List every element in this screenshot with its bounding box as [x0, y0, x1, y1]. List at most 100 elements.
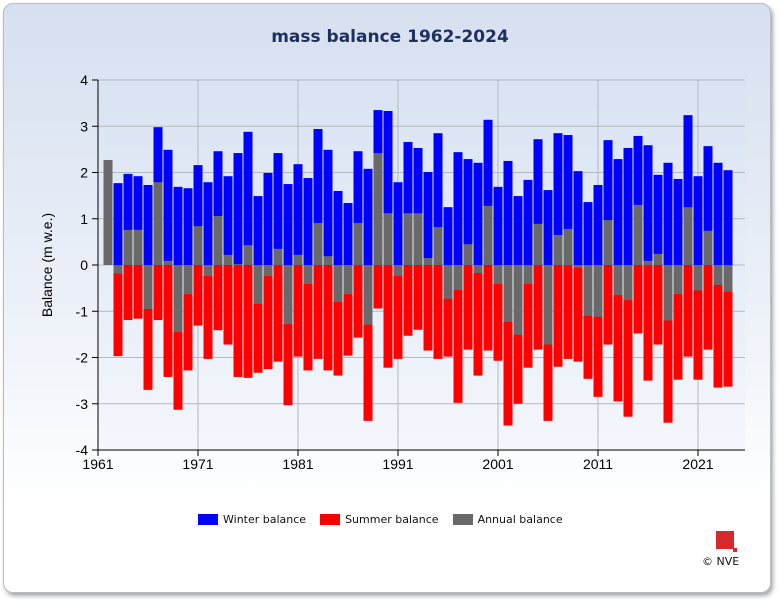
summer-bar	[263, 265, 273, 370]
summer-bar	[493, 265, 503, 361]
summer-bar	[323, 265, 333, 371]
summer-bar	[713, 265, 723, 388]
annual-bar	[263, 265, 273, 277]
winter-bar	[443, 207, 453, 265]
annual-bar	[593, 265, 603, 317]
x-tick-label: 1971	[182, 456, 213, 472]
summer-bar	[413, 265, 423, 330]
annual-bar	[513, 265, 523, 335]
y-tick-label: -1	[76, 303, 89, 319]
annual-bar	[213, 215, 223, 265]
winter-bar	[433, 133, 443, 265]
annual-bar	[103, 160, 113, 265]
winter-bar	[643, 145, 653, 265]
annual-bar	[253, 265, 263, 304]
summer-bar	[453, 265, 463, 403]
annual-bar	[423, 258, 433, 265]
annual-bar	[363, 265, 373, 325]
annual-bar	[313, 222, 323, 265]
x-tick-label: 1961	[82, 456, 113, 472]
summer-bar	[623, 265, 633, 417]
summer-bar	[163, 265, 173, 377]
chart-title: mass balance 1962-2024	[271, 27, 509, 47]
summer-bar	[123, 265, 133, 321]
winter-bar	[283, 184, 293, 265]
annual-bar	[173, 265, 183, 333]
annual-bar	[343, 265, 353, 295]
winter-bar	[613, 159, 623, 265]
summer-bar	[363, 265, 373, 421]
winter-bar	[403, 141, 413, 265]
legend-swatch	[198, 514, 218, 525]
summer-bar	[143, 265, 153, 390]
summer-bar	[393, 265, 403, 359]
annual-bar	[163, 260, 173, 265]
winter-bar	[223, 176, 233, 265]
winter-bar	[113, 183, 123, 265]
annual-bar	[353, 222, 363, 265]
summer-bar	[203, 265, 213, 359]
winter-bar	[163, 149, 173, 265]
legend-label: Annual balance	[477, 513, 563, 526]
summer-bar	[153, 265, 163, 321]
x-tick-label: 2021	[682, 456, 713, 472]
annual-bar	[223, 254, 233, 265]
winter-bar	[663, 162, 673, 265]
legend-item-winter[interactable]: Winter balance	[198, 513, 306, 526]
summer-bar	[173, 265, 183, 410]
annual-bar	[323, 256, 333, 265]
summer-bar	[273, 265, 283, 362]
summer-bar	[403, 265, 413, 336]
winter-bar	[143, 184, 153, 265]
annual-bar	[533, 223, 543, 265]
summer-bar	[383, 265, 393, 368]
summer-bar	[223, 265, 233, 345]
annual-bar	[633, 204, 643, 265]
summer-bar	[463, 265, 473, 350]
annual-bar	[653, 253, 663, 265]
summer-bar	[593, 265, 603, 397]
summer-bar	[643, 265, 653, 381]
winter-bar	[233, 153, 243, 265]
summer-bar	[663, 265, 673, 423]
annual-bar	[663, 265, 673, 321]
winter-bar	[513, 196, 523, 265]
summer-bar	[293, 265, 303, 357]
winter-bar	[583, 202, 593, 265]
summer-bar	[333, 265, 343, 376]
annual-bar	[273, 248, 283, 265]
legend-item-annual[interactable]: Annual balance	[452, 513, 563, 526]
legend-swatch	[452, 514, 473, 525]
winter-bar	[673, 178, 683, 265]
summer-bar	[303, 265, 313, 371]
summer-bar	[423, 265, 433, 351]
winter-bar	[543, 190, 553, 265]
legend-label: Winter balance	[223, 513, 307, 526]
annual-bar	[463, 244, 473, 265]
summer-bar	[473, 265, 483, 376]
winter-bar	[633, 135, 643, 265]
summer-bar	[573, 265, 583, 362]
winter-bar	[343, 203, 353, 265]
annual-bar	[543, 265, 553, 345]
annual-bar	[293, 254, 303, 265]
annual-bar	[393, 265, 403, 277]
y-tick-label: -2	[76, 350, 89, 366]
annual-bar	[493, 265, 503, 284]
annual-bar	[483, 205, 493, 265]
winter-bar	[383, 110, 393, 265]
annual-bar	[523, 265, 533, 284]
legend-item-summer[interactable]: Summer balance	[320, 513, 439, 526]
x-tick-label: 2001	[482, 456, 513, 472]
winter-bar	[713, 162, 723, 265]
summer-bar	[353, 265, 363, 338]
annual-bar	[713, 265, 723, 285]
annual-bar	[413, 213, 423, 265]
winter-bar	[353, 151, 363, 265]
x-tick-label: 1991	[382, 456, 413, 472]
y-tick-label: -4	[76, 442, 89, 458]
summer-bar	[133, 265, 143, 319]
winter-bar	[273, 153, 283, 265]
legend-label: Summer balance	[345, 513, 439, 526]
summer-bar	[113, 265, 123, 357]
